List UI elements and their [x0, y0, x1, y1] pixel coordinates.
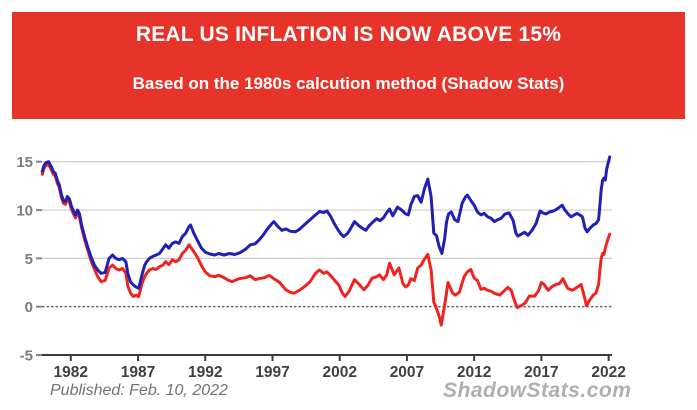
x-tick-label: 2002 — [322, 364, 356, 381]
shadowstats-watermark: ShadowStats.com — [443, 379, 632, 402]
x-tick-label: 1992 — [188, 364, 222, 381]
x-tick-label: 1997 — [255, 364, 289, 381]
y-tick-label: 10 — [16, 203, 33, 220]
x-tick-label: 2022 — [591, 364, 625, 381]
x-tick-label: 1982 — [54, 364, 88, 381]
red-series-line — [40, 163, 612, 327]
x-tick-label: 2007 — [390, 364, 424, 381]
page-subtitle: Based on the 1980s calcution method (Sha… — [132, 74, 565, 93]
x-tick-label: 2012 — [457, 364, 491, 381]
title-banner: REAL US INFLATION IS NOW ABOVE 15% Based… — [12, 12, 685, 119]
y-tick-label: 15 — [16, 154, 33, 171]
published-date-label: Published: Feb. 10, 2022 — [50, 382, 228, 399]
x-tick-label: 2017 — [524, 364, 558, 381]
blue-series-line — [40, 155, 612, 290]
y-tick-label: -5 — [20, 348, 33, 365]
page-title: REAL US INFLATION IS NOW ABOVE 15% — [135, 23, 562, 46]
x-tick-label: 1987 — [121, 364, 155, 381]
y-tick-label: 0 — [25, 299, 33, 316]
y-tick-label: 5 — [25, 251, 33, 268]
